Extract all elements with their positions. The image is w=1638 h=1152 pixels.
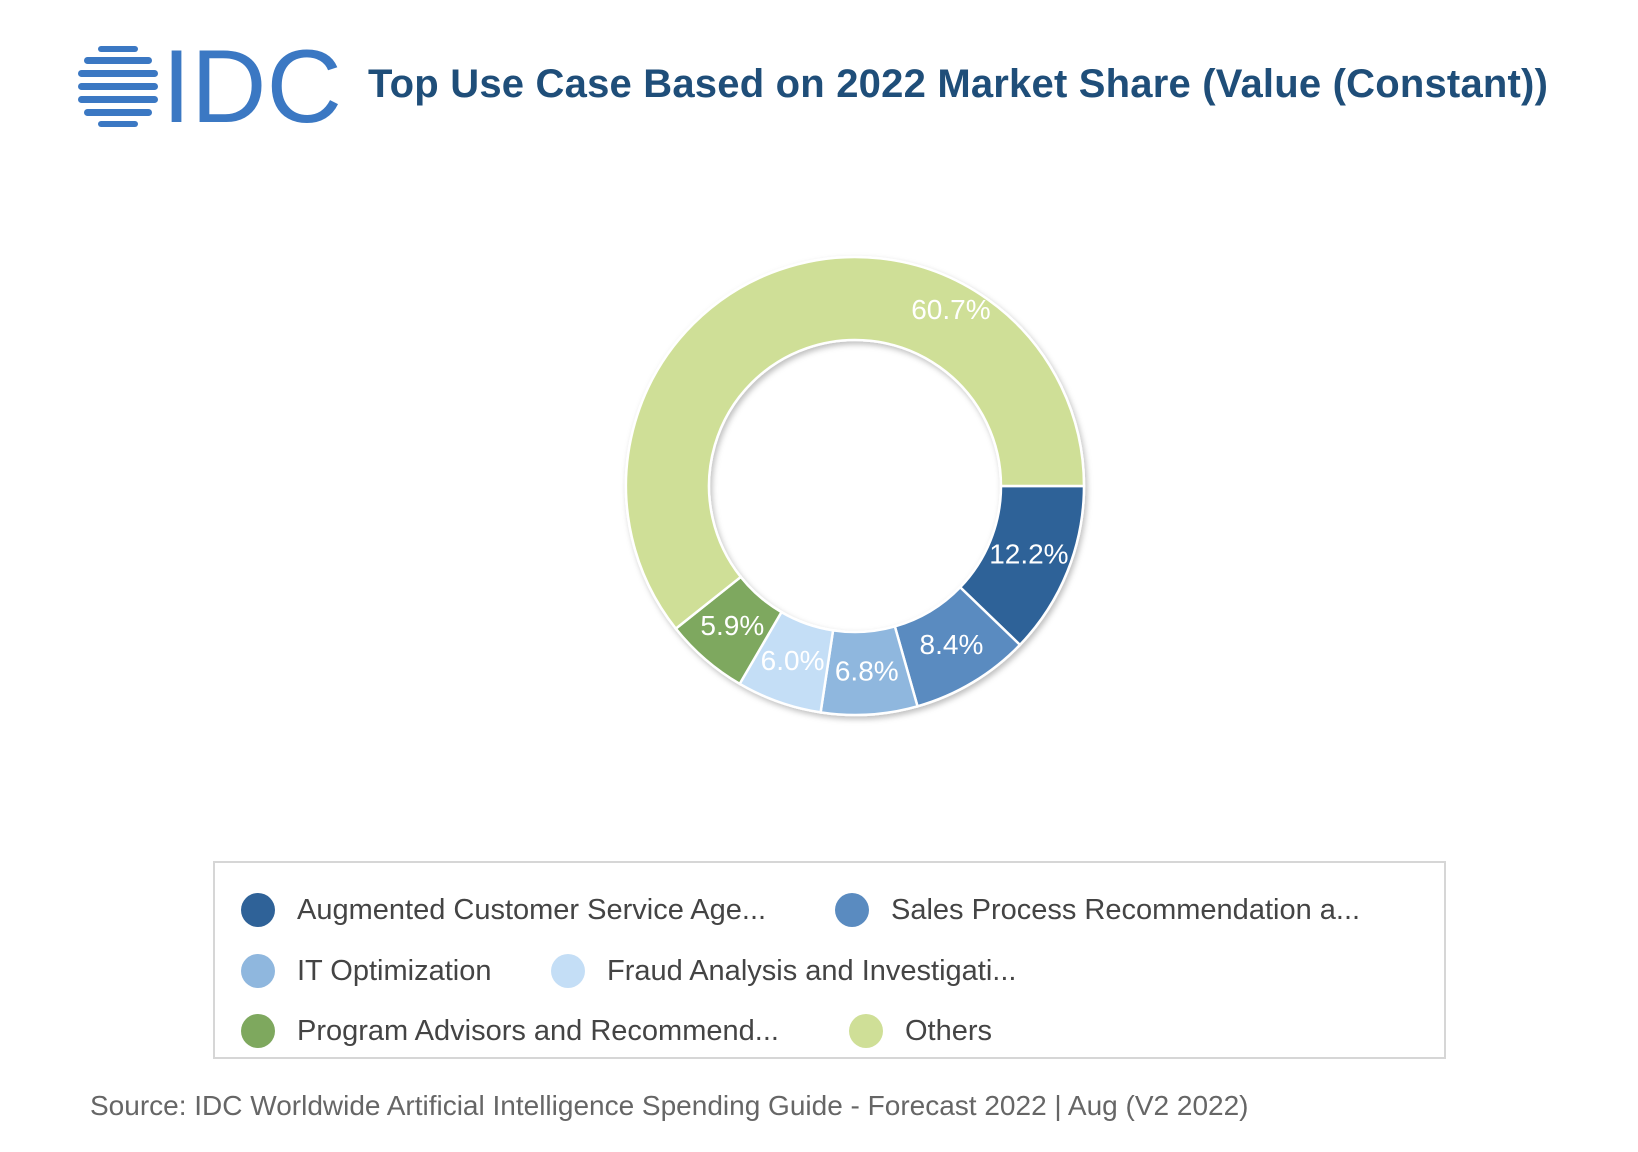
source-note: Source: IDC Worldwide Artificial Intelli… bbox=[90, 1090, 1249, 1121]
legend-label: Program Advisors and Recommend... bbox=[297, 1014, 779, 1047]
legend-label: Augmented Customer Service Age... bbox=[297, 893, 767, 926]
donut-chart: 12.2% 8.4% 6.8% 6.0% 5.9% 60.7% bbox=[0, 200, 1638, 760]
legend-item[interactable]: Fraud Analysis and Investigati... bbox=[551, 954, 1016, 988]
legend-label: Others bbox=[905, 1014, 993, 1047]
slice-data-label: 6.0% bbox=[761, 645, 825, 676]
chart-title: Top Use Case Based on 2022 Market Share … bbox=[368, 62, 1549, 106]
legend-swatch bbox=[241, 954, 275, 988]
legend-item[interactable]: Program Advisors and Recommend... bbox=[241, 1014, 779, 1048]
legend-item[interactable]: Augmented Customer Service Age... bbox=[241, 893, 766, 927]
legend-item[interactable]: IT Optimization bbox=[241, 954, 491, 988]
slice-data-label: 8.4% bbox=[920, 629, 984, 660]
legend-label: Fraud Analysis and Investigati... bbox=[607, 954, 1017, 987]
legend-swatch bbox=[551, 954, 585, 988]
legend-swatch bbox=[241, 893, 275, 927]
legend-swatch bbox=[849, 1014, 883, 1048]
legend-swatch bbox=[835, 893, 869, 927]
slice-data-label: 5.9% bbox=[700, 610, 764, 641]
slice-data-label: 6.8% bbox=[835, 656, 899, 687]
slice-data-label: 60.7% bbox=[911, 294, 990, 325]
chart-header: IDC Top Use Case Based on 2022 Market Sh… bbox=[78, 40, 1598, 130]
chart-legend: Augmented Customer Service Age... Sales … bbox=[213, 861, 1446, 1059]
legend-item[interactable]: Others bbox=[849, 1014, 992, 1048]
logo-text: IDC bbox=[162, 40, 342, 130]
legend-swatch bbox=[241, 1014, 275, 1048]
legend-item[interactable]: Sales Process Recommendation a... bbox=[835, 893, 1360, 927]
slice-data-label: 12.2% bbox=[989, 539, 1068, 570]
legend-label: IT Optimization bbox=[297, 954, 492, 987]
idc-logo: IDC bbox=[78, 40, 342, 130]
donut-slice[interactable] bbox=[624, 255, 1086, 631]
donut-chart-svg: 12.2% 8.4% 6.8% 6.0% 5.9% 60.7% bbox=[624, 255, 1086, 717]
legend-label: Sales Process Recommendation a... bbox=[891, 893, 1361, 926]
